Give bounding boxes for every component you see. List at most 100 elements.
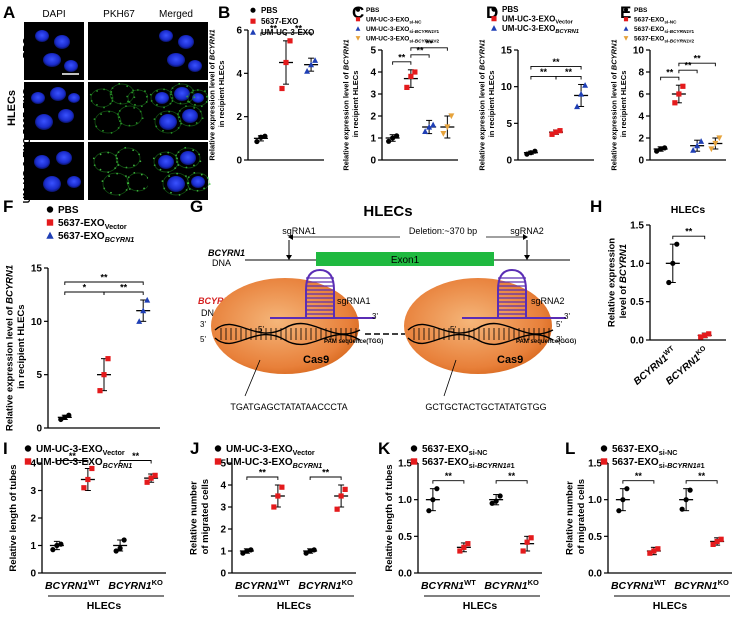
data-point	[658, 146, 664, 152]
pkh67-vesicle	[201, 117, 204, 120]
x-axis-label: HLECs	[463, 600, 498, 612]
bracket-line	[678, 62, 716, 67]
y-tick-label: 4	[30, 459, 36, 470]
y-tick-label: 0	[236, 156, 242, 167]
y-tick-label: 1.5	[398, 459, 412, 470]
deletion-arrow-left	[288, 234, 293, 240]
cas9-complex-2: sgRNA2 3' 5' Cas9 PAM sequence(GGG) 5' 3…	[404, 268, 576, 374]
significance-label: **	[540, 67, 548, 77]
nucleus	[68, 93, 80, 103]
strand-1-3prime-left: 3'	[200, 320, 206, 329]
bracket-line	[246, 476, 279, 480]
data-point	[444, 124, 451, 131]
legend-entry: 5637-EXOsi-BCYRN1#1	[623, 26, 695, 34]
legend-entry: UM-UC-3-EXOsi-NC	[355, 17, 422, 25]
sgrna1-3prime: 3'	[372, 312, 378, 321]
legend-label: 5637-EXOsi-BCYRN1#1	[422, 457, 515, 470]
data-point	[271, 504, 277, 510]
cell-outline	[154, 110, 182, 134]
data-point	[404, 84, 410, 90]
panel-letter-i: I	[3, 439, 8, 458]
data-point	[461, 544, 467, 550]
data-point	[248, 547, 254, 553]
data-point	[279, 85, 285, 92]
legend-marker	[355, 36, 361, 41]
data-point	[493, 498, 499, 504]
pkh67-vesicle	[170, 191, 172, 194]
micro-tile-r0-c2	[148, 22, 208, 80]
pkh67-vesicle	[101, 180, 104, 183]
group-1	[279, 38, 293, 92]
legend-marker	[24, 445, 32, 452]
legend-entry: 5637-EXOsi-BCYRN1#2	[623, 36, 695, 43]
significance-bracket: **	[555, 67, 582, 80]
significance-label: **	[100, 273, 108, 283]
data-point	[338, 493, 344, 499]
legend-label: PBS	[261, 6, 278, 15]
pkh67-vesicle	[126, 95, 129, 98]
data-point	[698, 334, 704, 340]
legend-label: UM-UC-3-EXOBCYRN1	[502, 24, 579, 35]
cell-outline	[94, 110, 122, 134]
group-3	[708, 135, 723, 153]
significance-label: *	[83, 283, 87, 293]
legend-label: UM-UC-3-EXOsi-NC	[366, 17, 422, 25]
nucleus	[178, 35, 194, 49]
group-1	[403, 69, 418, 90]
data-point	[342, 486, 348, 492]
category-label: BCYRN1KO	[674, 578, 729, 592]
y-tick-label: 2	[638, 134, 644, 145]
panel-letter-h: H	[590, 197, 603, 216]
nucleus	[174, 87, 190, 101]
pkh67-vesicle	[143, 187, 145, 190]
group-1	[270, 484, 285, 510]
group-2	[679, 487, 694, 512]
nucleus	[64, 60, 78, 72]
significance-label: **	[508, 471, 516, 481]
micro-tile-r2-c0	[24, 142, 84, 200]
significance-bracket: **	[495, 471, 528, 484]
panel-letter-b: B	[218, 3, 231, 22]
nucleus	[35, 30, 49, 42]
data-point	[386, 138, 392, 144]
data-point	[262, 133, 268, 139]
pkh67-vesicle	[192, 149, 195, 152]
significance-bracket: **	[309, 468, 342, 480]
pkh67-vesicle	[99, 168, 102, 171]
pkh67-vesicle	[162, 129, 164, 132]
bracket-line	[660, 76, 680, 81]
group-2	[136, 296, 151, 324]
group-0	[653, 145, 668, 154]
data-point	[532, 148, 538, 154]
data-point	[616, 508, 622, 514]
legend-label: UM-UC-3-EXOVector	[226, 444, 315, 457]
nucleus	[188, 60, 202, 72]
pkh67-vesicle	[161, 180, 164, 183]
pam1-label: PAM sequence(TGG)	[324, 339, 383, 345]
y-tick-label: 15	[501, 46, 513, 57]
data-point	[528, 535, 534, 541]
legend-label: UM-UC-3-EXO	[261, 28, 314, 37]
significance-bracket: **	[285, 23, 312, 36]
y-axis-label: Relative expression level of BCYRN1	[607, 238, 630, 327]
significance-label: **	[295, 23, 303, 33]
y-tick-label: 1	[30, 541, 36, 552]
bracket-line	[622, 480, 655, 484]
pkh67-vesicle	[160, 113, 163, 116]
legend-label: UM-UC-3-EXOVector	[36, 444, 125, 457]
data-point	[308, 61, 315, 68]
data-point	[58, 416, 64, 423]
significance-bracket: *	[64, 283, 105, 295]
y-tick-label: 8	[638, 68, 644, 79]
significance-label: **	[666, 68, 674, 78]
data-point	[655, 546, 661, 552]
y-tick-label: 5	[36, 370, 42, 381]
category-label: BCYRN1WT	[235, 578, 290, 592]
legend-entry: UM-UC-3-EXOBCYRN1	[214, 457, 322, 470]
data-point	[666, 279, 672, 286]
